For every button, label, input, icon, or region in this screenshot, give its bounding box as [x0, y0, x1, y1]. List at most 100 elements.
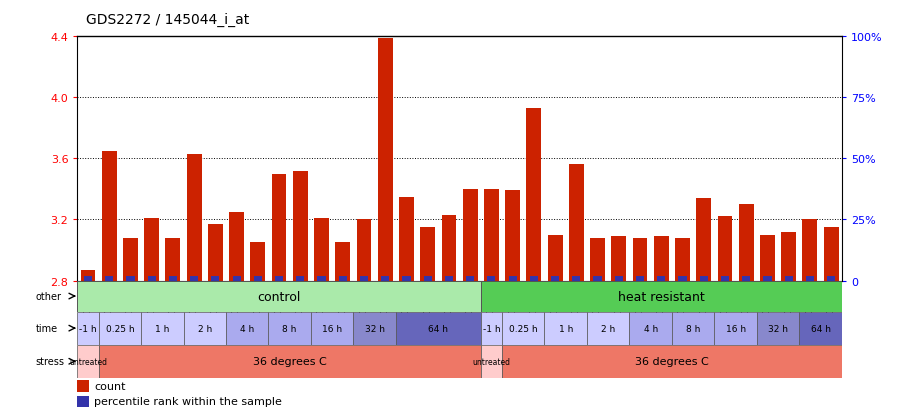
Bar: [757, 312, 799, 345]
Bar: [226, 312, 268, 345]
Text: 16 h: 16 h: [725, 324, 745, 333]
Bar: [77, 396, 89, 407]
Bar: [318, 276, 326, 281]
Bar: [254, 276, 262, 281]
Text: 2 h: 2 h: [197, 324, 212, 333]
Bar: [672, 312, 714, 345]
Bar: [123, 238, 137, 281]
Text: 4 h: 4 h: [643, 324, 658, 333]
Bar: [675, 238, 690, 281]
Text: untreated: untreated: [69, 357, 107, 366]
Bar: [207, 225, 223, 281]
Bar: [632, 238, 647, 281]
Bar: [630, 312, 672, 345]
Text: count: count: [94, 381, 126, 391]
Bar: [441, 215, 456, 281]
Bar: [530, 276, 538, 281]
Bar: [502, 312, 544, 345]
Bar: [505, 191, 520, 281]
Bar: [77, 345, 98, 378]
Bar: [572, 276, 581, 281]
Bar: [402, 276, 410, 281]
Bar: [714, 312, 757, 345]
Bar: [141, 312, 184, 345]
Text: GDS2272 / 145044_i_at: GDS2272 / 145044_i_at: [86, 13, 249, 27]
Bar: [378, 39, 392, 281]
Text: 1 h: 1 h: [559, 324, 573, 333]
Bar: [590, 238, 605, 281]
Bar: [297, 276, 304, 281]
Text: -1 h: -1 h: [482, 324, 500, 333]
Bar: [396, 312, 480, 345]
Bar: [271, 174, 287, 281]
Bar: [700, 276, 708, 281]
Bar: [696, 199, 711, 281]
Bar: [147, 276, 156, 281]
Bar: [190, 276, 198, 281]
Bar: [77, 312, 98, 345]
Bar: [106, 276, 113, 281]
Text: control: control: [258, 290, 300, 303]
Bar: [462, 190, 478, 281]
Bar: [636, 276, 644, 281]
Text: 4 h: 4 h: [240, 324, 254, 333]
Bar: [381, 276, 389, 281]
Bar: [102, 152, 116, 281]
Text: 0.25 h: 0.25 h: [106, 324, 134, 333]
Bar: [781, 232, 796, 281]
Bar: [184, 312, 226, 345]
Text: 36 degrees C: 36 degrees C: [253, 356, 327, 366]
Bar: [211, 276, 219, 281]
Bar: [509, 276, 517, 281]
Bar: [827, 276, 835, 281]
Bar: [587, 312, 630, 345]
Text: heat resistant: heat resistant: [618, 290, 704, 303]
Text: 36 degrees C: 36 degrees C: [635, 356, 709, 366]
Text: 32 h: 32 h: [768, 324, 788, 333]
Bar: [612, 237, 626, 281]
Text: 64 h: 64 h: [429, 324, 449, 333]
Bar: [81, 270, 96, 281]
Bar: [615, 276, 622, 281]
Bar: [268, 312, 311, 345]
Text: 2 h: 2 h: [602, 324, 615, 333]
Bar: [169, 276, 177, 281]
Text: percentile rank within the sample: percentile rank within the sample: [94, 396, 282, 406]
Bar: [420, 228, 435, 281]
Bar: [311, 312, 353, 345]
Bar: [544, 312, 587, 345]
Bar: [824, 228, 838, 281]
Bar: [480, 281, 842, 312]
Bar: [144, 218, 159, 281]
Bar: [593, 276, 602, 281]
Bar: [126, 276, 135, 281]
Text: untreated: untreated: [472, 357, 511, 366]
Text: 8 h: 8 h: [686, 324, 701, 333]
Bar: [739, 205, 753, 281]
Bar: [275, 276, 283, 281]
Bar: [653, 237, 669, 281]
Bar: [551, 276, 559, 281]
Bar: [293, 171, 308, 281]
Bar: [569, 165, 583, 281]
Bar: [229, 212, 244, 281]
Bar: [466, 276, 474, 281]
Text: 64 h: 64 h: [811, 324, 831, 333]
Bar: [784, 276, 793, 281]
Bar: [339, 276, 347, 281]
Bar: [77, 380, 89, 392]
Bar: [250, 243, 265, 281]
Text: -1 h: -1 h: [79, 324, 96, 333]
Bar: [360, 276, 368, 281]
Bar: [353, 312, 396, 345]
Bar: [166, 238, 180, 281]
Bar: [233, 276, 240, 281]
Bar: [98, 312, 141, 345]
Bar: [445, 276, 453, 281]
Bar: [424, 276, 431, 281]
Bar: [548, 235, 562, 281]
Bar: [743, 276, 750, 281]
Text: time: time: [35, 323, 57, 333]
Bar: [77, 281, 480, 312]
Bar: [803, 220, 817, 281]
